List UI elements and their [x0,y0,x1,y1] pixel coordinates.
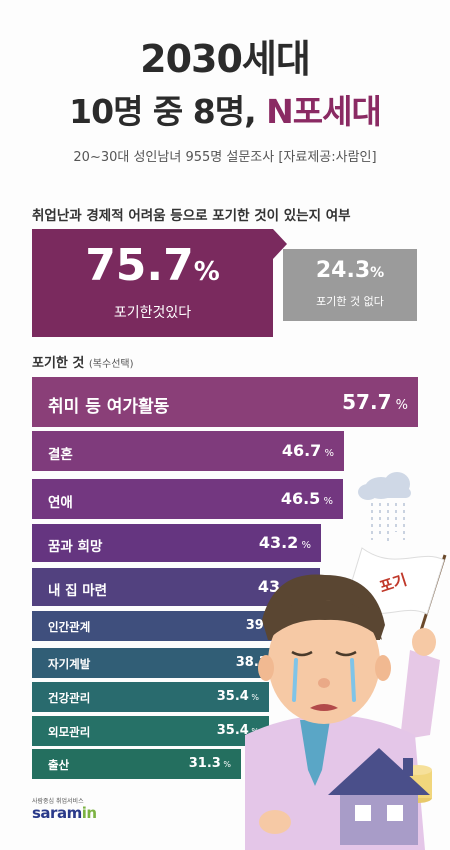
title-line-1: 2030세대 [140,37,311,81]
bar-label-8: 건강관리 [48,691,91,706]
subtitle: 20~30대 성인남녀 955명 설문조사 [자료제공:사람인] [73,150,377,165]
bar-value-number-2: 46.7 [281,441,322,461]
section-title: 포기한 것 (복수선택) [32,356,134,371]
bar-value-1: 57.7 % [308,390,408,414]
bar-10 [32,749,241,779]
bar-8 [32,682,269,712]
logo-tagline: 사람중심 취업서비스 [32,798,84,805]
gave-up-percent: 75.7% [85,240,220,291]
title-line-2-prefix: 10명 중 8명, [69,92,267,131]
bar-3 [32,479,343,519]
bar-value-unit-2: % [321,448,334,460]
bar-6 [32,611,298,641]
house-icon [328,748,430,845]
rain-cloud-icon [358,472,411,545]
bar-value-unit-8: % [248,693,259,703]
not-gave-up-percent: 24.3% [315,258,385,283]
bar-value-2: 46.7 % [234,441,334,460]
bar-1 [32,377,418,427]
gave-up-label: 포기한것있다 [113,305,192,321]
bar-label-4: 꿈과 희망 [48,538,103,555]
bar-value-unit-10: % [220,760,231,770]
bar-value-number-9: 35.4 [216,723,249,739]
bar-label-6: 인간관계 [48,620,91,635]
bar-value-number-10: 31.3 [188,756,221,772]
section-note: (복수선택) [88,359,134,370]
bar-label-2: 결혼 [48,446,73,463]
bar-value-3: 46.5 % [233,489,333,508]
bar-value-unit-3: % [320,496,333,508]
bar-value-unit-1: % [391,398,408,413]
bar-label-10: 출산 [48,758,70,773]
bar-4 [32,524,321,562]
saramin-logo: saramin [32,804,97,822]
bar-value-unit-4: % [298,540,311,552]
title-line-2: 10명 중 8명, N포세대 [0,85,450,133]
bar-value-number-4: 43.2 [258,533,299,553]
bar-value-8: 35.4 % [159,689,259,704]
bar-label-5: 내 집 마련 [48,582,108,599]
bar-value-number-8: 35.4 [216,689,249,705]
bar-label-7: 자기계발 [48,657,91,672]
bar-label-9: 외모관리 [48,725,91,740]
not-gave-up-label: 포기한 것 없다 [316,295,384,308]
bar-9 [32,716,269,746]
survey-question: 취업난과 경제적 어려움 등으로 포기한 것이 있는지 여부 [32,208,351,224]
bar-label-1: 취미 등 여가활동 [48,396,170,417]
bar-label-3: 연애 [48,494,73,511]
bar-value-10: 31.3 % [131,756,231,771]
bar-value-number-3: 46.5 [280,489,321,509]
bar-value-4: 43.2 % [211,533,311,552]
bar-7 [32,648,288,678]
bar-value-number-1: 57.7 [342,390,392,414]
title-highlight: N포세대 [266,92,382,131]
bar-2 [32,431,344,471]
